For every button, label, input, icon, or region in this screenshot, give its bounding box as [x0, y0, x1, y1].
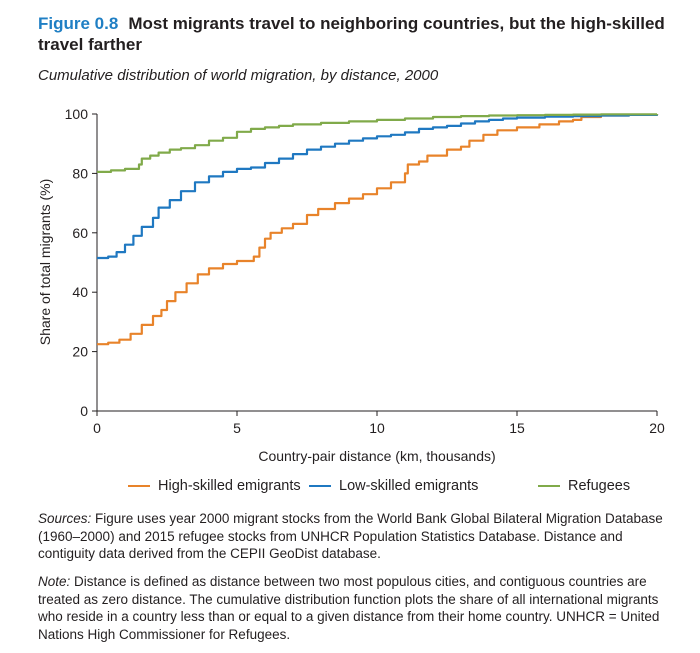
y-tick-label: 80	[72, 165, 88, 181]
cdf-line-chart: 0 20 40 60 80 100 0 5 10 15 20 Share of total migr…	[37, 106, 665, 464]
note-lead: Note:	[38, 574, 71, 589]
x-axis-title: Country-pair distance (km, thousands)	[258, 448, 495, 464]
figure-number: Figure 0.8	[38, 14, 119, 33]
x-tick-label: 5	[233, 420, 241, 436]
legend-item-high-skilled-emigrants: High-skilled emigrants	[128, 478, 301, 494]
definition-note: Note: Distance is defined as distance be…	[38, 573, 670, 643]
figure-subtitle: Cumulative distribution of world migrati…	[38, 67, 439, 84]
y-tick-label: 20	[72, 344, 88, 360]
series-line-refugees	[97, 113, 659, 173]
x-tick-label: 15	[509, 420, 525, 436]
legend-label: Refugees	[568, 478, 631, 494]
legend-swatch	[538, 485, 560, 487]
legend-swatch	[309, 485, 331, 487]
x-tick-label: 20	[649, 420, 665, 436]
chart-axes: 0 20 40 60 80 100 0 5 10 15 20	[65, 106, 665, 436]
legend-item-low-skilled-emigrants: Low-skilled emigrants	[309, 478, 478, 494]
y-tick-label: 0	[80, 403, 88, 419]
legend-swatch	[128, 485, 150, 487]
figure-title: Figure 0.8 Most migrants travel to neighb…	[38, 13, 678, 55]
chart-series-layer	[97, 113, 659, 346]
y-tick-label: 60	[72, 225, 88, 241]
legend-label: Low-skilled emigrants	[339, 478, 479, 494]
series-line-high-skilled-emigrants	[97, 113, 659, 346]
y-axis-title: Share of total migrants (%)	[37, 179, 53, 346]
y-tick-label: 40	[72, 284, 88, 300]
chart-legend: High-skilled emigrants Low-skilled emigra…	[0, 478, 700, 498]
x-tick-label: 0	[93, 420, 101, 436]
sources-lead: Sources:	[38, 511, 92, 526]
x-tick-label: 10	[369, 420, 385, 436]
sources-text: Figure uses year 2000 migrant stocks fro…	[38, 511, 663, 561]
legend-item-refugees: Refugees	[538, 478, 630, 494]
series-line-low-skilled-emigrants	[97, 113, 659, 260]
legend-label: High-skilled emigrants	[158, 478, 301, 494]
y-tick-label: 100	[65, 106, 89, 122]
sources-note: Sources: Figure uses year 2000 migrant s…	[38, 510, 670, 563]
note-text: Distance is defined as distance between …	[38, 574, 660, 642]
figure-title-text: Most migrants travel to neighboring coun…	[38, 14, 665, 54]
